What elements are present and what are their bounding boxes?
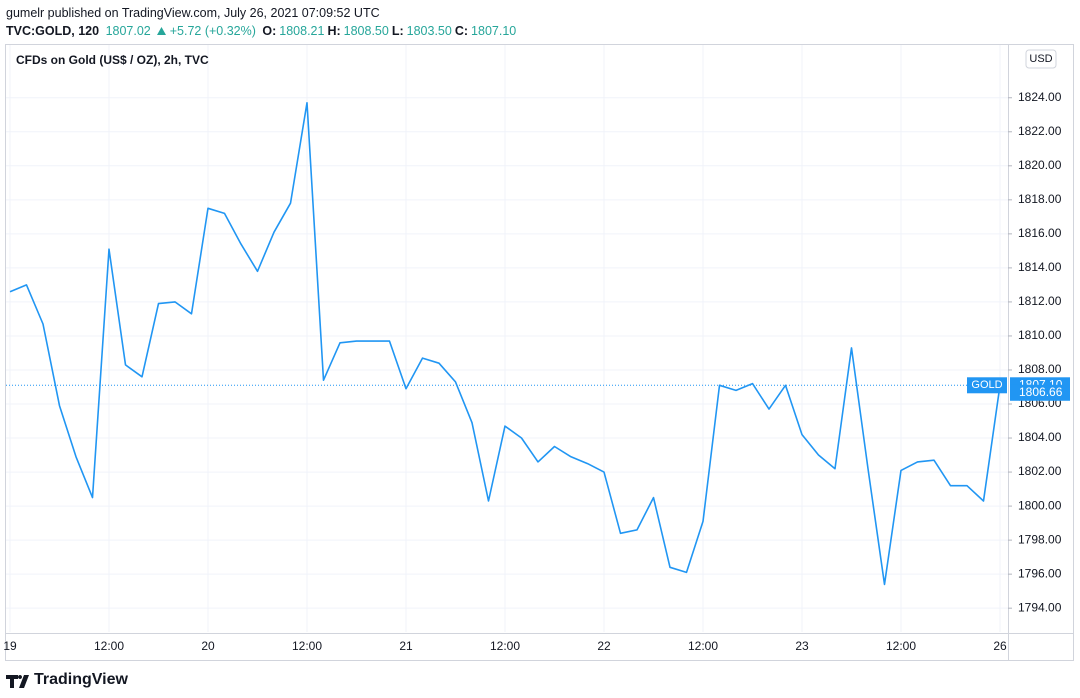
x-tick-label: 22 xyxy=(597,639,611,653)
publisher: gumelr published on TradingView.com, Jul… xyxy=(6,6,380,20)
y-tick-label: 1818.00 xyxy=(1018,192,1062,206)
currency: USD xyxy=(1029,53,1052,65)
ohlc-value: 1807.10 xyxy=(471,24,517,38)
y-tick-label: 1794.00 xyxy=(1018,600,1062,614)
price-tag xyxy=(1010,384,1070,401)
x-tick-label: 21 xyxy=(399,639,413,653)
series-tag-label: GOLD xyxy=(971,379,1002,391)
ohlc-key: L: xyxy=(391,24,404,38)
header: gumelr published on TradingView.com, Jul… xyxy=(6,4,522,40)
y-tick-label: 1804.00 xyxy=(1018,430,1062,444)
x-tick-label: 12:00 xyxy=(688,639,718,653)
x-tick-label: 12:00 xyxy=(292,639,322,653)
x-tick-label: 19 xyxy=(3,639,17,653)
x-tick-label: 26 xyxy=(993,639,1007,653)
y-tick-label: 1814.00 xyxy=(1018,260,1062,274)
x-tick-label: 12:00 xyxy=(886,639,916,653)
last-price: 1807.02 xyxy=(105,24,151,38)
logo: TradingView xyxy=(6,671,129,688)
x-tick-label: 23 xyxy=(795,639,809,653)
symbol: TVC:GOLD, 120 xyxy=(6,24,100,38)
currency-box[interactable] xyxy=(1025,49,1057,69)
y-tick-label: 1824.00 xyxy=(1018,90,1062,104)
chart-title: CFDs on Gold (US$ / OZ), 2h, TVC xyxy=(16,53,209,67)
x-tick-label: 12:00 xyxy=(490,639,520,653)
y-tick-label: 1822.00 xyxy=(1018,124,1062,138)
y-tick-label: 1816.00 xyxy=(1018,226,1062,240)
ohlc-key: H: xyxy=(327,24,341,38)
ohlc-key: C: xyxy=(454,24,469,38)
series-tag xyxy=(967,377,1007,394)
grid xyxy=(6,45,1008,632)
x-tick-label: 12:00 xyxy=(94,639,124,653)
y-tick-label: 1802.00 xyxy=(1018,464,1062,478)
frame xyxy=(5,44,1074,661)
y-tick-label: 1820.00 xyxy=(1018,158,1062,172)
ohlc: O: 1808.21 H: 1808.50 L: 1803.50 C: 1807.10 xyxy=(262,24,519,38)
x-tick-label: 20 xyxy=(201,639,215,653)
y-tick-label: 1800.00 xyxy=(1018,498,1062,512)
up-arrow xyxy=(157,27,167,35)
y-tick-label: 1810.00 xyxy=(1018,328,1062,342)
y-tick-label: 1796.00 xyxy=(1018,566,1062,580)
ohlc-value: 1808.50 xyxy=(343,24,389,38)
ohlc-value: 1803.50 xyxy=(406,24,452,38)
y-tick-label: 1812.00 xyxy=(1018,294,1062,308)
legend-row: TVC:GOLD, 120 1807.02 +5.72 (+0.32%) O: 1… xyxy=(6,22,522,40)
change: +5.72 (+0.32%) xyxy=(169,24,256,38)
marks xyxy=(6,102,1008,586)
y-tick-label: 1798.00 xyxy=(1018,532,1062,546)
ohlc-value: 1808.21 xyxy=(279,24,325,38)
price-line xyxy=(9,102,1001,586)
ohlc-key: O: xyxy=(262,24,277,38)
y-tick-label: 1808.00 xyxy=(1018,362,1062,376)
price-tag-label: 1806.66 xyxy=(1019,385,1063,399)
brand: TradingView xyxy=(34,671,129,688)
